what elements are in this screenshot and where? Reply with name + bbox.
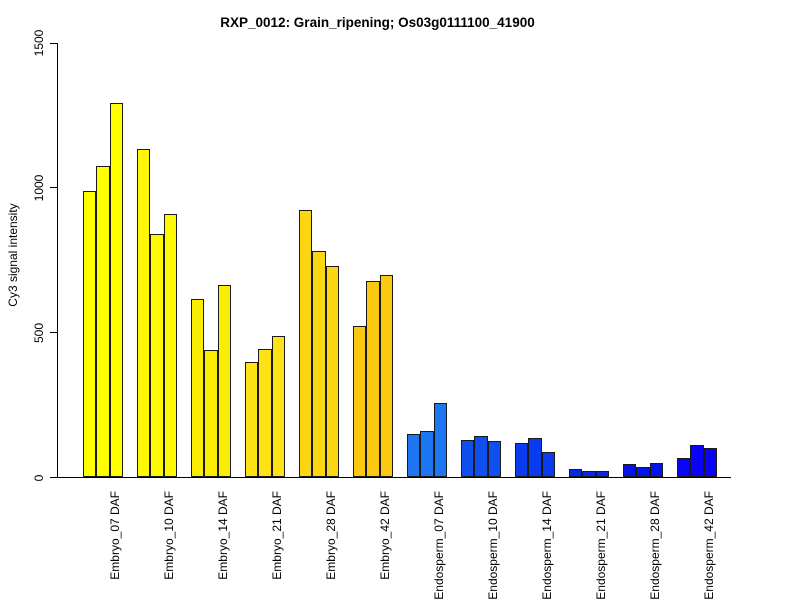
bar — [487, 441, 502, 478]
bar — [244, 362, 259, 478]
bar — [312, 250, 326, 478]
x-tick-label: Endosperm_14 DAF — [539, 491, 554, 600]
bar — [271, 335, 286, 478]
bar — [82, 190, 97, 478]
bar — [204, 350, 218, 478]
x-tick-label: Embryo_21 DAF — [269, 491, 284, 580]
bar — [690, 445, 704, 478]
bar — [541, 452, 556, 478]
bar — [636, 466, 650, 478]
x-axis-line — [57, 477, 731, 478]
bar — [96, 166, 110, 478]
bar — [298, 209, 313, 478]
x-tick-label: Embryo_10 DAF — [161, 491, 176, 580]
x-tick-label: Endosperm_07 DAF — [431, 491, 446, 600]
bar — [433, 403, 448, 478]
x-tick-label: Embryo_07 DAF — [107, 491, 122, 580]
x-tick-label: Embryo_42 DAF — [377, 491, 392, 580]
y-axis-line — [57, 43, 58, 478]
bar — [163, 214, 178, 478]
bar — [420, 431, 434, 478]
y-tick-label: 500 — [32, 322, 46, 343]
chart-title: RXP_0012: Grain_ripening; Os03g0111100_4… — [220, 15, 535, 30]
y-axis-label: Cy3 signal intensity — [6, 203, 20, 307]
bar — [649, 462, 664, 478]
bar — [568, 469, 583, 478]
bar — [366, 281, 380, 478]
y-tick-label: 1000 — [32, 174, 46, 202]
bar — [379, 275, 394, 478]
bar — [582, 471, 596, 478]
bar — [622, 463, 637, 478]
x-tick-label: Embryo_28 DAF — [323, 491, 338, 580]
bar — [325, 266, 340, 478]
bar — [150, 234, 164, 478]
y-tick-label: 1500 — [32, 29, 46, 57]
x-tick-label: Endosperm_10 DAF — [485, 491, 500, 600]
bar — [460, 440, 475, 478]
bar — [676, 458, 691, 478]
y-tick-mark — [50, 477, 57, 478]
y-tick-label: 0 — [32, 474, 46, 481]
bar — [352, 326, 367, 478]
y-tick-mark — [50, 187, 57, 189]
x-tick-label: Endosperm_28 DAF — [647, 491, 662, 600]
y-tick-mark — [50, 332, 57, 334]
bar — [703, 447, 718, 478]
bar — [406, 434, 421, 478]
bar — [217, 284, 232, 478]
x-tick-label: Embryo_14 DAF — [215, 491, 230, 580]
bar — [474, 435, 488, 478]
bar — [595, 471, 610, 478]
bar — [258, 349, 272, 478]
x-tick-label: Endosperm_42 DAF — [701, 491, 716, 600]
bar — [190, 299, 205, 478]
bar — [528, 438, 542, 478]
x-tick-label: Endosperm_21 DAF — [593, 491, 608, 600]
bar — [514, 443, 529, 478]
y-tick-mark — [50, 42, 57, 44]
bar — [136, 149, 151, 478]
bar — [109, 103, 124, 478]
